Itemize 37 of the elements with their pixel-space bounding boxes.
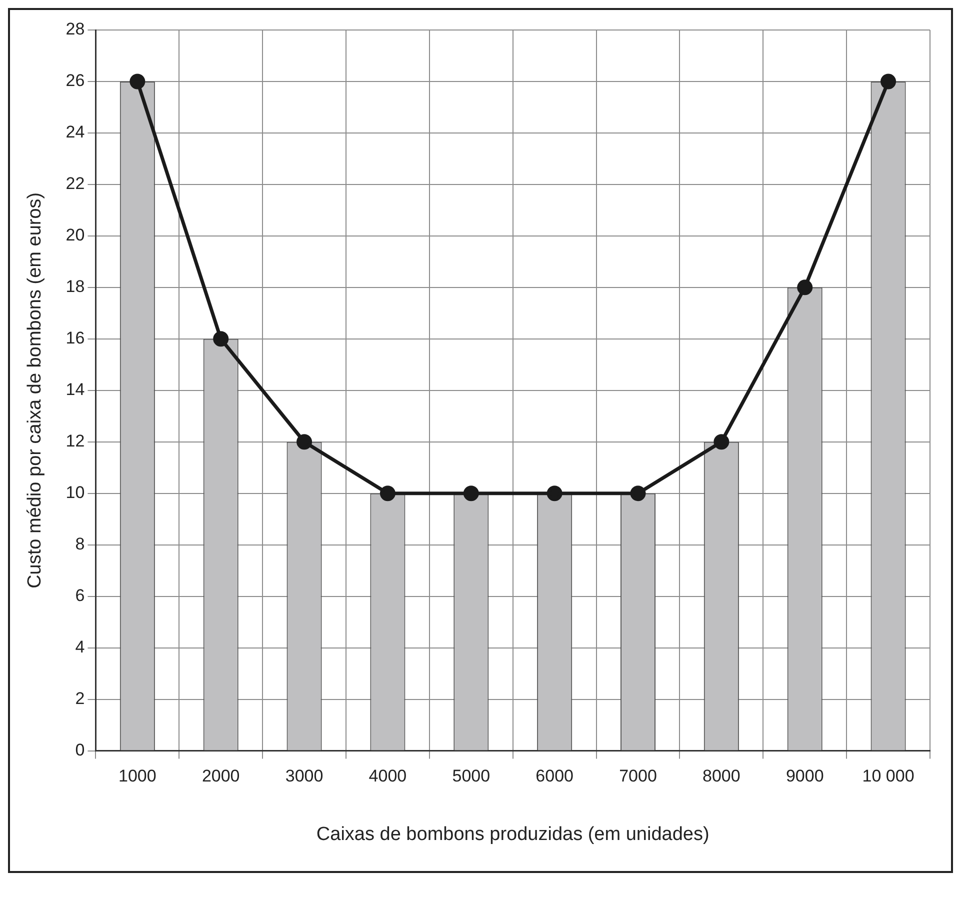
y-tick-label: 20 xyxy=(66,226,85,245)
point xyxy=(213,331,229,347)
point xyxy=(880,74,896,90)
x-tick-label: 6000 xyxy=(536,766,574,786)
y-tick-label: 22 xyxy=(66,174,85,194)
x-tick-label: 9000 xyxy=(786,766,824,786)
y-tick-label: 18 xyxy=(66,277,85,296)
x-tick-label: 8000 xyxy=(702,766,740,786)
point xyxy=(714,434,730,450)
y-tick-label: 8 xyxy=(75,534,85,554)
y-tick-label: 0 xyxy=(75,740,85,760)
point xyxy=(546,486,562,502)
point xyxy=(797,280,813,296)
y-tick-label: 16 xyxy=(66,328,85,348)
point xyxy=(463,486,479,502)
y-tick-label: 26 xyxy=(66,71,85,90)
x-tick-label: 2000 xyxy=(202,766,240,786)
y-tick-label: 24 xyxy=(66,122,85,142)
point xyxy=(296,434,312,450)
point xyxy=(380,486,396,502)
y-axis-title: Custo médio por caixa de bombons (em euros) xyxy=(24,192,46,588)
point xyxy=(630,486,646,502)
x-tick-label: 7000 xyxy=(619,766,657,786)
y-tick-label: 28 xyxy=(66,20,85,39)
y-tick-label: 4 xyxy=(75,638,85,657)
y-tick-label: 6 xyxy=(75,586,85,606)
x-tick-label: 5000 xyxy=(452,766,490,786)
x-axis-title: Caixas de bombons produzidas (em unidades) xyxy=(316,824,710,845)
y-tick-label: 10 xyxy=(66,483,85,502)
y-tick-label: 12 xyxy=(66,432,85,451)
x-tick-label: 4000 xyxy=(368,766,407,786)
y-tick-label: 2 xyxy=(75,689,85,708)
x-tick-label: 1000 xyxy=(118,766,156,786)
point xyxy=(130,74,146,90)
y-tick-label: 14 xyxy=(66,380,85,400)
x-tick-label: 10 000 xyxy=(862,766,914,786)
x-tick-label: 3000 xyxy=(285,766,324,786)
